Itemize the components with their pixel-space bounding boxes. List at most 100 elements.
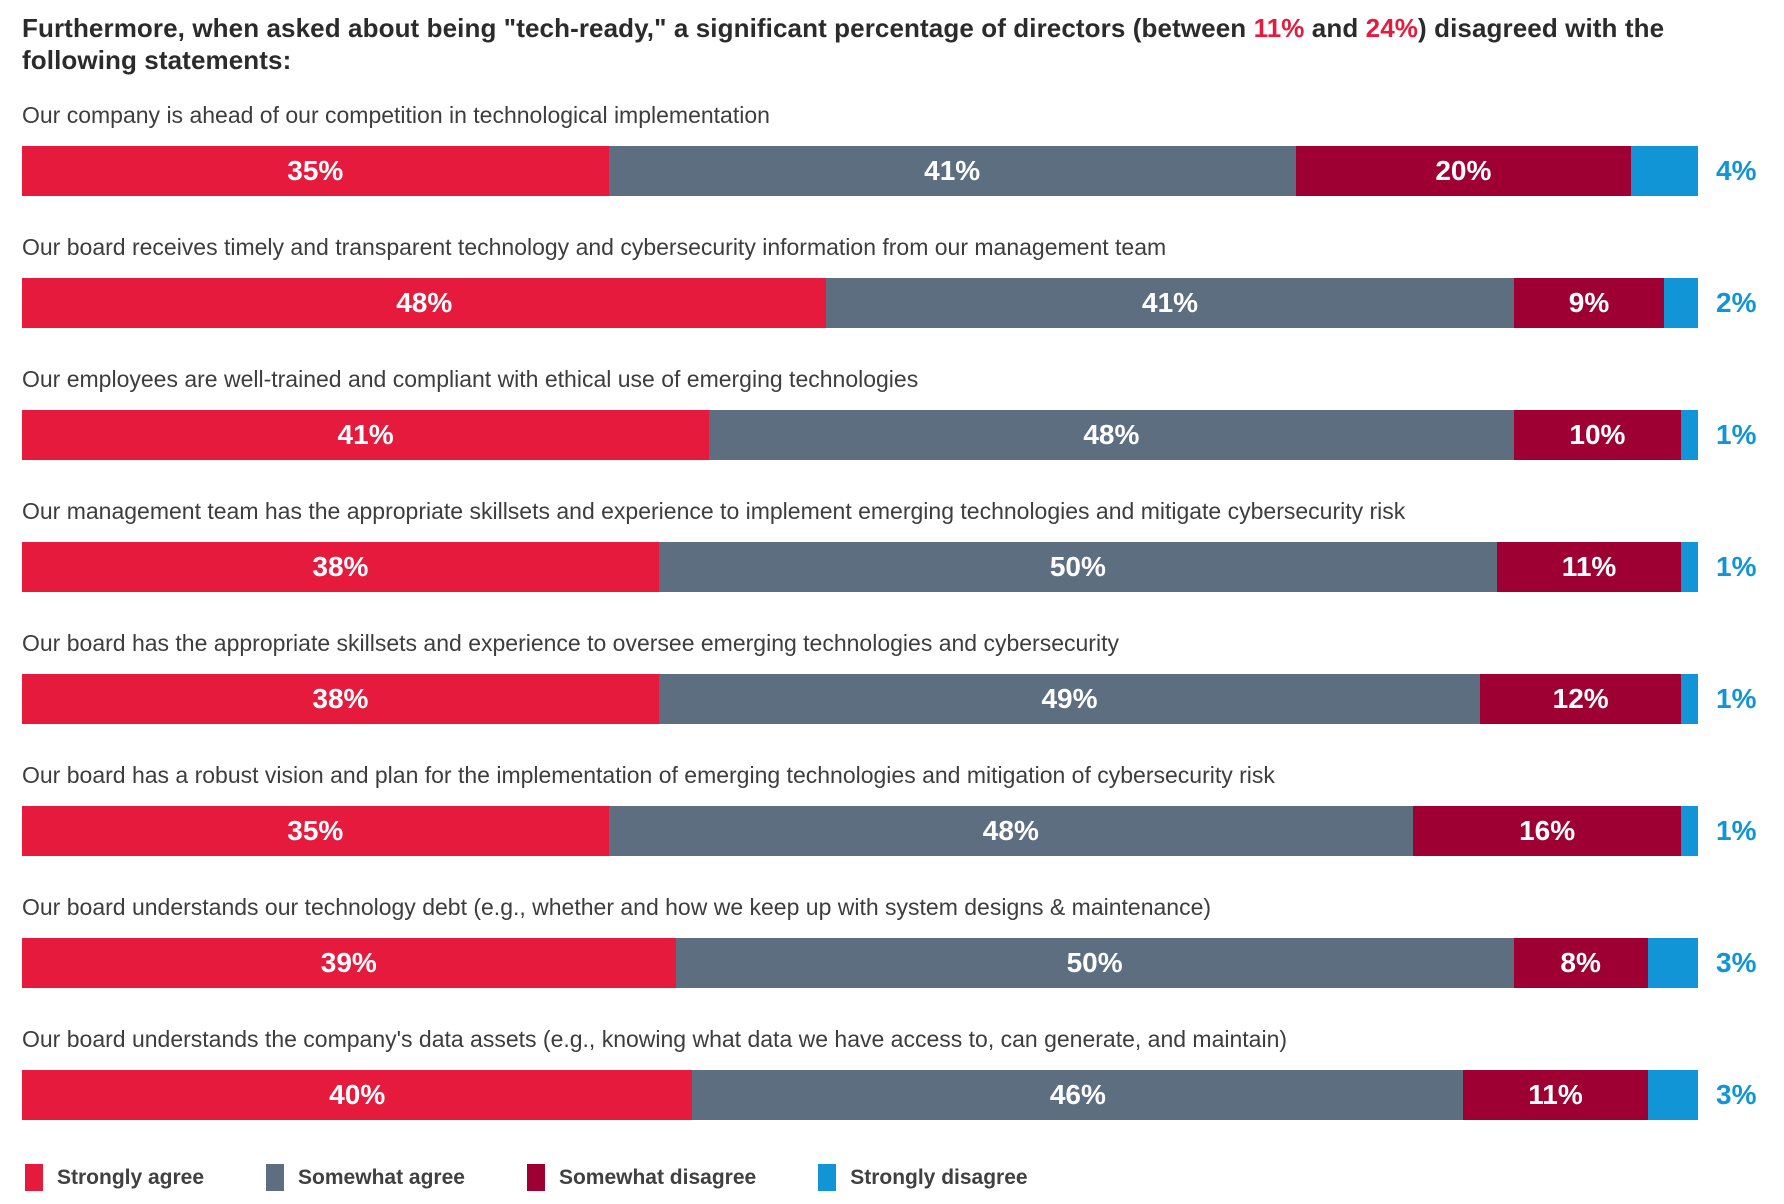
segment-strongly-agree: 38% [22, 542, 659, 592]
segment-value-label: 49% [1041, 683, 1098, 714]
segment-value-label: 38% [312, 551, 369, 582]
segment-value-label: 48% [396, 287, 453, 318]
stacked-bar: 41% 48% 10% [22, 410, 1698, 460]
segment-strongly-agree: 38% [22, 674, 659, 724]
legend-item: Strongly disagree [818, 1164, 1028, 1191]
stacked-bar: 48% 41% 9% [22, 278, 1698, 328]
segment-value-label: 38% [312, 683, 369, 714]
statement-label: Our employees are well-trained and compl… [22, 366, 919, 392]
segment-strongly-agree: 40% [22, 1070, 693, 1120]
strongly-disagree-value-label: 1% [1716, 419, 1757, 450]
segment-value-label: 20% [1435, 155, 1492, 186]
statement-row: Our board receives timely and transparen… [22, 232, 1760, 328]
segment-value-label: 12% [1552, 683, 1609, 714]
segment-somewhat-agree: 41% [826, 278, 1514, 328]
chart-title: Furthermore, when asked about being "tec… [22, 12, 1766, 76]
segment-somewhat-agree: 46% [692, 1070, 1464, 1120]
segment-somewhat-disagree: 9% [1513, 278, 1665, 328]
statement-label: Our company is ahead of our competition … [22, 102, 770, 128]
statement-label: Our management team has the appropriate … [22, 498, 1406, 524]
stacked-bar: 40% 46% 11% [22, 1070, 1698, 1120]
segment-strongly-disagree [1681, 410, 1698, 460]
legend-label: Somewhat disagree [558, 1165, 757, 1189]
strongly-disagree-value-label: 1% [1716, 815, 1757, 846]
segment-value-label: 40% [329, 1079, 386, 1110]
segment-strongly-agree: 35% [22, 146, 609, 196]
segment-strongly-agree: 35% [22, 806, 609, 856]
legend-swatch-icon [266, 1164, 285, 1191]
statement-row: Our board has the appropriate skillsets … [22, 628, 1760, 724]
segment-strongly-disagree [1664, 278, 1698, 328]
segment-strongly-disagree [1681, 674, 1698, 724]
segment-somewhat-disagree: 16% [1413, 806, 1682, 856]
segment-somewhat-disagree: 12% [1480, 674, 1682, 724]
legend-label: Strongly agree [57, 1165, 205, 1189]
segment-value-label: 50% [1066, 947, 1123, 978]
segment-strongly-disagree [1630, 146, 1698, 196]
statement-label: Our board has the appropriate skillsets … [22, 630, 1119, 656]
chart-legend: Strongly agree Somewhat agree Somewhat d… [22, 1164, 1760, 1191]
bar-line: 38% 50% 11% 1% [22, 542, 1760, 592]
segment-value-label: 9% [1568, 287, 1610, 318]
segment-somewhat-agree: 41% [608, 146, 1296, 196]
segment-value-label: 8% [1560, 947, 1601, 978]
title-text-part2: and [1304, 13, 1366, 43]
strongly-disagree-value-label: 3% [1716, 947, 1757, 978]
stacked-bar: 38% 49% 12% [22, 674, 1698, 724]
strongly-disagree-value-label: 3% [1716, 1079, 1757, 1110]
segment-value-label: 10% [1569, 419, 1626, 450]
legend-label: Somewhat agree [298, 1165, 465, 1189]
segment-strongly-disagree [1681, 806, 1698, 856]
statement-row: Our board understands the company's data… [22, 1024, 1760, 1120]
segment-strongly-disagree [1647, 938, 1698, 988]
stacked-bar: 35% 41% 20% [22, 146, 1698, 196]
statement-row: Our board understands our technology deb… [22, 892, 1760, 988]
bar-line: 40% 46% 11% 3% [22, 1070, 1760, 1120]
segment-somewhat-agree: 48% [709, 410, 1514, 460]
title-text-part1: Furthermore, when asked about being "tec… [22, 13, 1254, 43]
segment-strongly-agree: 41% [22, 410, 710, 460]
strongly-disagree-value-label: 1% [1716, 683, 1757, 714]
statement-label: Our board has a robust vision and plan f… [22, 762, 1275, 788]
highlight-percent-low: 11% [1253, 13, 1305, 43]
segment-somewhat-disagree: 11% [1463, 1070, 1648, 1120]
segment-somewhat-agree: 49% [658, 674, 1481, 724]
statement-label: Our board receives timely and transparen… [22, 234, 1167, 260]
strongly-disagree-value-label: 1% [1716, 551, 1757, 582]
statement-row: Our board has a robust vision and plan f… [22, 760, 1760, 856]
segment-value-label: 41% [924, 155, 981, 186]
segment-somewhat-disagree: 20% [1295, 146, 1631, 196]
strongly-disagree-value-label: 4% [1716, 155, 1757, 186]
legend-label: Strongly disagree [850, 1165, 1028, 1189]
legend-swatch-icon [526, 1164, 545, 1191]
stacked-bar: 35% 48% 16% [22, 806, 1698, 856]
segment-strongly-disagree [1647, 1070, 1698, 1120]
segment-somewhat-disagree: 8% [1513, 938, 1648, 988]
segment-value-label: 41% [337, 419, 394, 450]
segment-value-label: 41% [1142, 287, 1199, 318]
legend-swatch-icon [818, 1164, 837, 1191]
legend-swatch-icon [25, 1164, 43, 1191]
stacked-bar: 38% 50% 11% [22, 542, 1698, 592]
segment-value-label: 35% [287, 155, 344, 186]
legend-item: Somewhat disagree [526, 1164, 757, 1191]
segment-strongly-agree: 48% [22, 278, 827, 328]
segment-somewhat-agree: 50% [658, 542, 1497, 592]
segment-value-label: 35% [287, 815, 344, 846]
bar-line: 39% 50% 8% 3% [22, 938, 1760, 988]
segment-strongly-disagree [1681, 542, 1698, 592]
bar-line: 35% 48% 16% 1% [22, 806, 1760, 856]
stacked-bar: 39% 50% 8% [22, 938, 1698, 988]
highlight-percent-high: 24% [1365, 13, 1418, 43]
chart-rows: Our company is ahead of our competition … [22, 100, 1760, 1120]
segment-value-label: 50% [1049, 551, 1106, 582]
segment-somewhat-disagree: 10% [1513, 410, 1682, 460]
legend-item: Strongly agree [25, 1164, 204, 1191]
segment-value-label: 11% [1528, 1079, 1583, 1110]
strongly-disagree-value-label: 2% [1716, 287, 1757, 318]
segment-value-label: 46% [1049, 1079, 1106, 1110]
statement-row: Our company is ahead of our competition … [22, 100, 1760, 196]
segment-strongly-agree: 39% [22, 938, 676, 988]
segment-somewhat-agree: 50% [675, 938, 1514, 988]
